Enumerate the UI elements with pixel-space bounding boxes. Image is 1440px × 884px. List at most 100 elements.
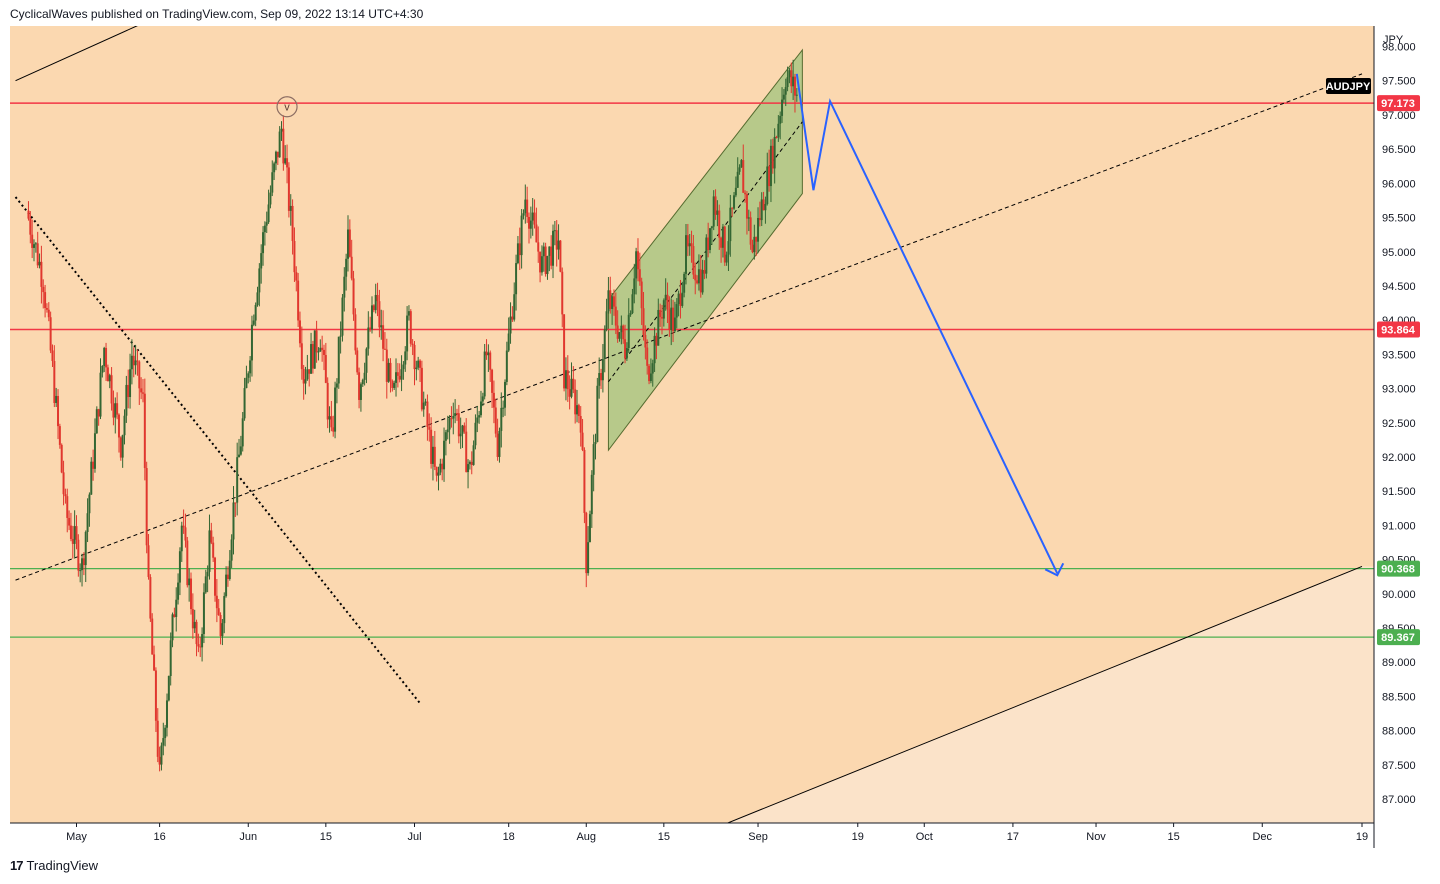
candle-body — [771, 145, 774, 169]
candle-body — [221, 623, 224, 637]
candle-body — [297, 280, 300, 321]
candle-body — [143, 393, 146, 469]
candle-body — [430, 429, 433, 464]
candle-body — [396, 372, 399, 376]
candle-body — [472, 445, 475, 465]
candle-body — [478, 415, 481, 418]
candle-body — [34, 243, 37, 245]
candle-body — [354, 314, 357, 351]
candle-body — [380, 325, 383, 328]
candle-body — [463, 425, 466, 432]
candle-body — [433, 446, 436, 467]
candle-body — [147, 545, 150, 578]
candle-body — [666, 294, 669, 310]
candle-body — [308, 369, 311, 374]
candle-body — [343, 276, 346, 298]
publish-header: CyclicalWaves published on TradingView.c… — [10, 7, 424, 21]
candle-body — [638, 269, 641, 282]
candle-body — [230, 539, 233, 561]
candle-body — [158, 756, 161, 765]
candle-body — [404, 351, 407, 365]
symbol-badge[interactable]: AUDJPY — [1326, 78, 1371, 94]
candle-body — [788, 70, 791, 78]
x-tick-label: Oct — [916, 831, 933, 843]
candle-body — [60, 444, 63, 473]
candle-body — [190, 578, 193, 610]
candle-body — [215, 595, 218, 609]
candle-body — [764, 203, 767, 211]
level-badge-bg — [1377, 629, 1420, 646]
candle-body — [160, 745, 163, 765]
candle-body — [784, 87, 787, 95]
candle-body — [164, 727, 167, 739]
candle-body — [210, 530, 213, 543]
candle-body — [420, 367, 423, 410]
candle-body — [326, 382, 329, 420]
y-tick-label: 91.000 — [1382, 520, 1416, 532]
candle-body — [561, 271, 564, 315]
candle-body — [337, 336, 340, 384]
candle-body — [419, 360, 422, 368]
candle-body — [256, 292, 259, 305]
y-tick-label: 92.500 — [1382, 418, 1416, 430]
candle-body — [317, 351, 320, 353]
candle-body — [468, 461, 471, 465]
candle-body — [479, 401, 482, 416]
x-tick-label: Aug — [576, 831, 596, 843]
candle-body — [598, 373, 601, 386]
candle-body — [683, 273, 686, 293]
candle-body — [559, 240, 562, 272]
level-badge-1: 93.864 — [1377, 321, 1420, 338]
candle-body — [376, 294, 379, 302]
candle-body — [47, 309, 50, 318]
candle-body — [232, 502, 235, 540]
trendline-0[interactable] — [15, 0, 243, 82]
candle-body — [600, 373, 603, 381]
candle-body — [496, 433, 499, 457]
candle-body — [180, 525, 183, 552]
candle-body — [489, 352, 492, 370]
trendline-2[interactable] — [15, 73, 1363, 581]
candle-body — [169, 640, 172, 677]
candle-body — [738, 167, 741, 172]
candle-body — [304, 379, 307, 384]
level-badge-bg — [1377, 560, 1420, 577]
candle-body — [51, 350, 54, 362]
candle-body — [461, 425, 464, 434]
candle-body — [548, 246, 551, 256]
candle-body — [217, 608, 220, 615]
projection-path[interactable] — [795, 73, 1059, 574]
candle-body — [502, 407, 505, 409]
candle-body — [731, 207, 734, 209]
candle-body — [465, 431, 468, 473]
candle-body — [444, 432, 447, 441]
x-tick-label: 16 — [153, 831, 165, 843]
candle-body — [243, 388, 246, 419]
candle-body — [577, 405, 580, 417]
candle-body — [121, 435, 124, 458]
candle-body — [249, 360, 252, 374]
candle-body — [238, 454, 241, 458]
candle-body — [491, 369, 494, 393]
level-badge-3: 89.367 — [1377, 629, 1420, 646]
candle-body — [795, 94, 798, 96]
candle-body — [58, 426, 61, 445]
candle-body — [250, 324, 253, 361]
trendline-3[interactable] — [719, 565, 1363, 826]
candle-body — [703, 269, 706, 274]
candle-body — [302, 369, 305, 384]
x-tick-label: May — [66, 831, 87, 843]
wave-label-circle[interactable] — [276, 96, 298, 118]
candle-body — [657, 309, 660, 346]
candle-body — [745, 194, 748, 219]
candle-body — [31, 234, 34, 248]
level-badge-2: 90.368 — [1377, 560, 1420, 577]
candle-body — [625, 348, 628, 359]
candle-body — [627, 314, 630, 349]
candle-body — [319, 347, 322, 352]
candle-body — [339, 335, 342, 337]
candle-body — [129, 369, 132, 398]
candle-body — [184, 527, 187, 541]
candle-body — [555, 230, 558, 250]
